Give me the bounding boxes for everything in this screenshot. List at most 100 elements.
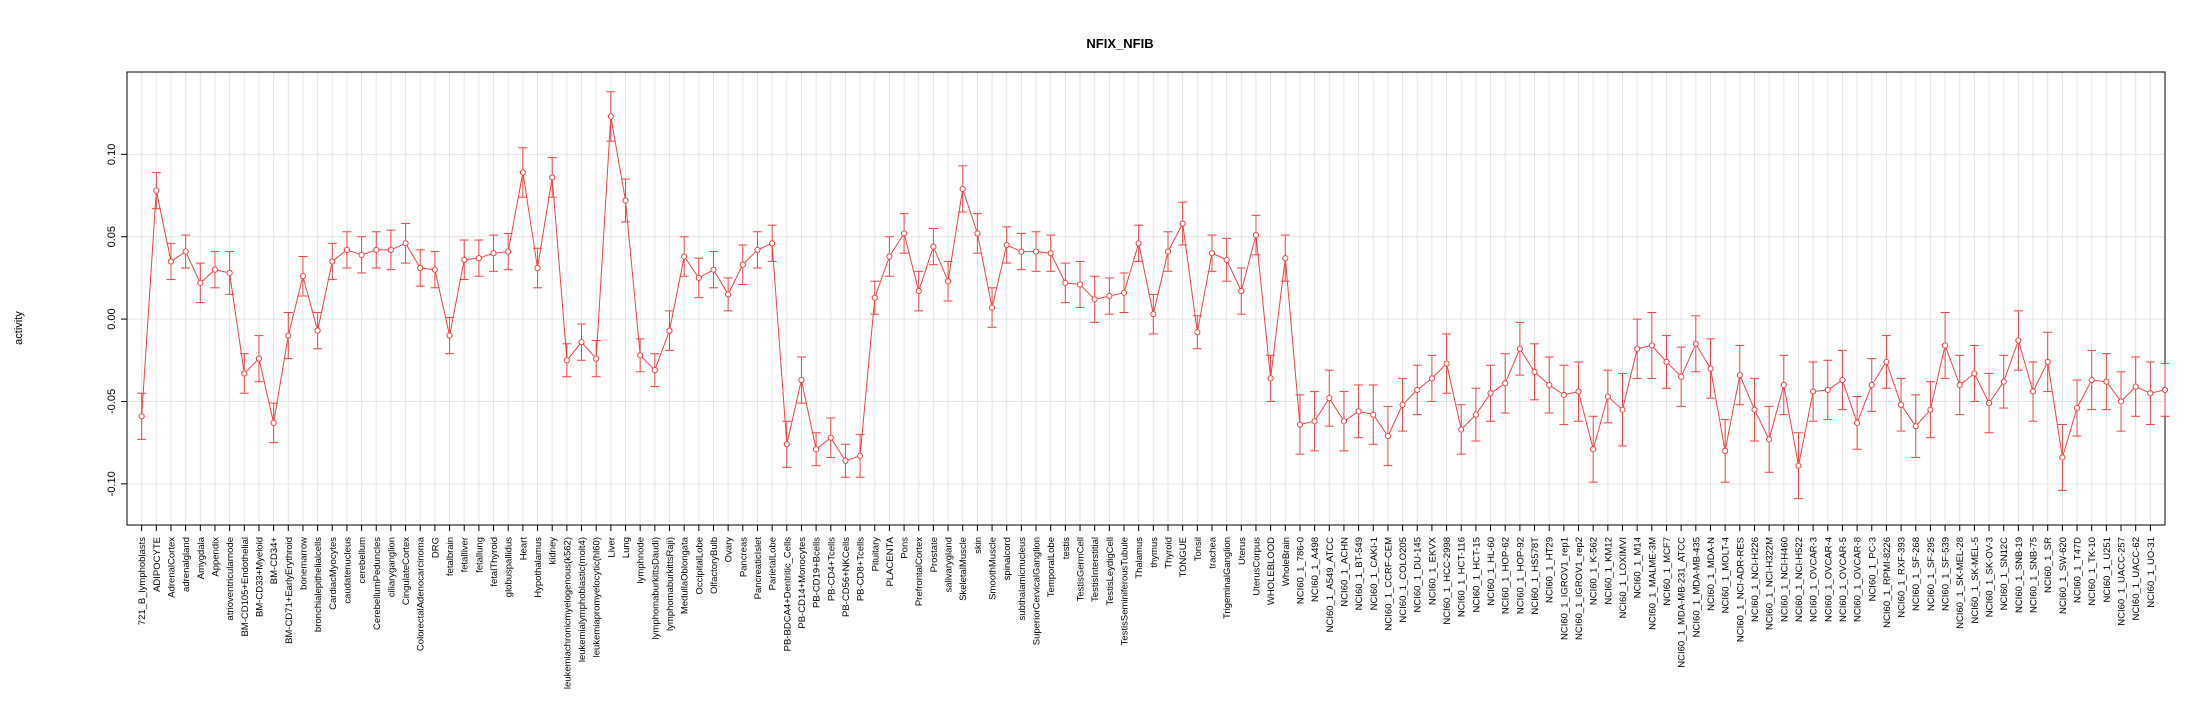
- x-tick-label: BM-CD71+EarlyErythroid: [284, 537, 295, 644]
- data-point: [1985, 400, 1993, 407]
- data-point: [1883, 358, 1890, 366]
- data-point: [1678, 373, 1685, 380]
- x-tick-label: NCI60_1_A549_ATCC: [1325, 537, 1336, 633]
- data-point: [1927, 406, 1934, 413]
- data-point: [343, 246, 351, 254]
- x-tick-label: ADIPOCYTE: [152, 537, 163, 592]
- data-point: [1780, 381, 1787, 389]
- data-point: [1634, 345, 1641, 352]
- data-point: [285, 332, 292, 339]
- data-point: [1590, 446, 1597, 453]
- x-tick-label: NCI60_1_OVCAR-3: [1809, 537, 1820, 622]
- data-point: [2088, 376, 2095, 384]
- data-point: [402, 240, 409, 247]
- data-point: [1340, 418, 1348, 425]
- x-tick-label: NCI60_1_NCI-H460: [1779, 537, 1790, 622]
- data-point: [1854, 419, 1861, 426]
- data-point: [1648, 342, 1655, 349]
- data-point: [754, 246, 761, 254]
- x-tick-label: fetalThyroid: [489, 537, 500, 587]
- data-point: [681, 253, 688, 260]
- data-point: [622, 197, 629, 204]
- x-tick-label: NCI60_1_RXF-393: [1897, 537, 1908, 618]
- x-tick-label: PB-BDCA4+Dentritic_Cells: [782, 537, 793, 652]
- data-point: [534, 264, 541, 272]
- x-tick-label: ColorectalAdenocarcinoma: [416, 536, 427, 651]
- y-axis: -0.10 -0.05 0.00 0.05 0.10: [106, 144, 128, 496]
- data-point: [915, 287, 922, 295]
- x-tick-label: NCI60_1_SW-620: [2058, 537, 2069, 614]
- x-tick-label: CardiacMyocytes: [328, 537, 339, 610]
- x-tick-label: NCI60_1_UACC-62: [2131, 537, 2142, 620]
- x-tick-label: spinalcord: [1002, 537, 1013, 580]
- x-tick-label: leukemiachronicmyelogenous(k562): [562, 537, 573, 689]
- x-tick-label: Thalamus: [1134, 537, 1145, 579]
- data-point: [563, 357, 570, 364]
- data-point: [1663, 358, 1670, 366]
- x-tick-label: trachea: [1207, 536, 1218, 568]
- x-tick-label: NCI60_1_CCRF-CEM: [1383, 537, 1394, 631]
- x-tick-label: SkeletalMuscle: [958, 537, 969, 601]
- x-tick-label: NCI60_1_SK-OV-3: [1985, 537, 1996, 617]
- data-point: [959, 185, 966, 193]
- data-point: [739, 261, 746, 268]
- data-point: [1047, 250, 1054, 257]
- data-point: [1736, 371, 1743, 379]
- x-tick-label: NCI60_1_KM12: [1603, 537, 1614, 605]
- data-point: [1766, 436, 1773, 443]
- data-point: [1604, 393, 1611, 400]
- x-tick-label: OlfactoryBulb: [709, 537, 720, 594]
- data-point: [314, 327, 321, 334]
- x-tick-label: TONGUE: [1178, 537, 1189, 577]
- data-point: [1810, 388, 1817, 395]
- x-tick-label: NCI60_1_HS578T: [1530, 537, 1541, 615]
- x-tick-label: 721_B_lymphoblasts: [137, 537, 148, 625]
- data-point: [1472, 411, 1479, 418]
- data-point: [1751, 406, 1758, 413]
- data-point: [505, 248, 512, 255]
- y-tick-label: 0.00: [106, 308, 118, 329]
- data-point: [211, 266, 219, 273]
- data-point: [1722, 447, 1729, 454]
- x-tick-label: Tonsil: [1193, 537, 1204, 561]
- x-tick-label: salivarygland: [944, 537, 955, 592]
- x-tick-label: NCI60_1_MCF7: [1662, 537, 1673, 606]
- y-tick-label: 0.10: [106, 144, 118, 165]
- x-tick-label: WHOLEBLOOD: [1266, 537, 1277, 605]
- x-tick-label: lymphnode: [636, 537, 647, 583]
- x-tick-label: Heart: [518, 537, 529, 561]
- x-tick-label: NCI60_1_LOXIMVI: [1618, 537, 1629, 618]
- data-point: [226, 269, 233, 277]
- x-tick-label: NCI60_1_MOLT-4: [1721, 537, 1732, 613]
- data-point: [930, 243, 937, 250]
- y-tick-label: 0.05: [106, 226, 118, 247]
- data-point: [2059, 454, 2066, 461]
- x-tick-label: Uterus: [1237, 537, 1248, 565]
- x-tick-label: NCI60_1_SNB-75: [2029, 537, 2040, 613]
- x-tick-label: NCI60_1_NCI-ADR-RES: [1735, 537, 1746, 642]
- x-tick-label: NCI60_1_DU-145: [1413, 537, 1424, 613]
- data-point: [783, 441, 790, 448]
- data-point: [769, 240, 776, 247]
- data-point: [2132, 383, 2139, 390]
- data-point: [387, 246, 395, 254]
- x-tick-label: lymphomaburkittsDaudi): [650, 537, 661, 639]
- x-tick-label: NCI60_1_IGROV1_rep2: [1574, 537, 1585, 640]
- x-tick-label: NCI60_1_TK-10: [2087, 537, 2098, 606]
- x-tick-label: BM-CD34+: [269, 537, 280, 585]
- data-point: [197, 279, 204, 286]
- x-tick-label: globuspallidus: [504, 537, 515, 597]
- x-tick-label: NCI60_1_HCT-15: [1471, 537, 1482, 613]
- x-tick-label: NCI60_1_IGROV1_rep1: [1559, 537, 1570, 640]
- x-tick-label: thymus: [1149, 537, 1160, 568]
- x-tick-label: NCI60_1_OVCAR-5: [1838, 537, 1849, 622]
- data-point: [1076, 281, 1084, 288]
- x-tick-label: SuperiorCervicalGanglion: [1032, 537, 1043, 645]
- data-point: [1912, 423, 1919, 430]
- x-tick-label: kidney: [548, 537, 559, 565]
- x-tick-label: PB-CD8+Tcells: [856, 537, 867, 601]
- x-tick-label: NCI60_1_OVCAR-4: [1823, 537, 1834, 622]
- x-tick-label: PLACENTA: [885, 536, 896, 586]
- x-tick-label: NCI60_1_COLO205: [1398, 537, 1409, 623]
- x-tick-label: NCI60_1_SR: [2043, 537, 2054, 593]
